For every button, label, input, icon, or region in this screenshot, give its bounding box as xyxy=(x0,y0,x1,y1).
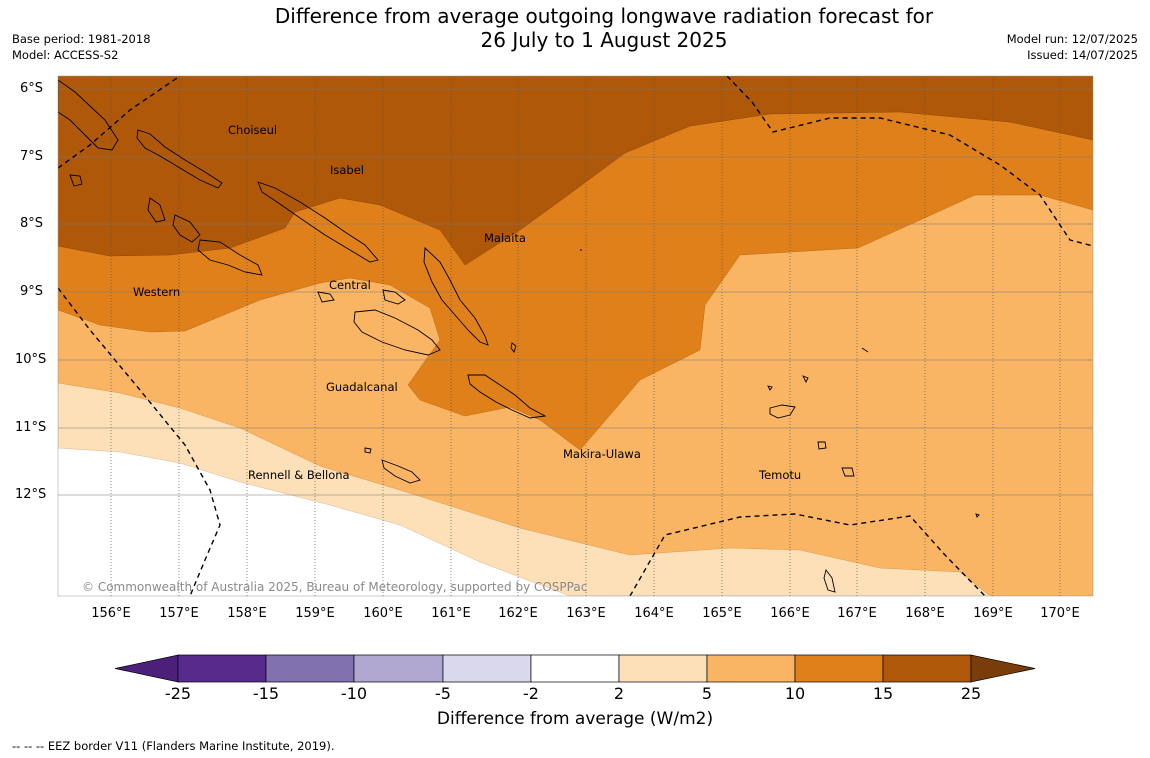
colorbar-tick-2: 2 xyxy=(613,684,625,703)
lon-label-170e: 170°E xyxy=(1040,606,1080,621)
colorbar-seg-6 xyxy=(618,654,708,683)
base-period: Base period: 1981-2018 xyxy=(12,32,151,46)
colorbar-seg-5 xyxy=(530,654,620,683)
eez-legend-note: -- -- -- EEZ border V11 (Flanders Marine… xyxy=(12,739,335,753)
region-label-temotu: Temotu xyxy=(759,468,802,482)
island-utupua xyxy=(817,441,827,450)
eez-south-east xyxy=(629,513,986,596)
region-label-malaita: Malaita xyxy=(484,231,526,245)
lon-label-161e: 161°E xyxy=(431,606,471,621)
island-makira xyxy=(467,374,547,419)
lon-label-167e: 167°E xyxy=(837,606,877,621)
colorbar-seg-8 xyxy=(794,654,884,683)
lat-label-11s: 11°S xyxy=(15,420,47,435)
meta-right: Model run: 12/07/2025 Issued: 14/07/2025 xyxy=(1007,31,1138,63)
issued-date: Issued: 14/07/2025 xyxy=(1027,48,1138,62)
colorbar-seg-7 xyxy=(706,654,796,683)
lon-label-169e: 169°E xyxy=(973,606,1013,621)
island-anuta xyxy=(975,513,980,518)
island-sikaiana xyxy=(510,342,517,353)
lon-label-156e: 156°E xyxy=(91,606,131,621)
chart-title: Difference from average outgoing longwav… xyxy=(200,4,1008,52)
region-label-isabel: Isabel xyxy=(330,163,365,177)
island-isabel xyxy=(257,181,379,263)
region-label-western: Western xyxy=(133,285,181,299)
colorbar-tick-minus2: -2 xyxy=(523,684,539,703)
region-label-makira-ulawa: Makira-Ulawa xyxy=(563,447,641,461)
lon-label-168e: 168°E xyxy=(905,606,945,621)
title-line-2: 26 July to 1 August 2025 xyxy=(480,28,728,52)
colorbar-seg-2 xyxy=(265,654,355,683)
model-run: Model run: 12/07/2025 xyxy=(1006,32,1138,46)
island-santa-cruz xyxy=(769,404,796,419)
colorbar-seg-3 xyxy=(353,654,444,683)
model-name: Model: ACCESS-S2 xyxy=(12,48,119,62)
lon-label-163e: 163°E xyxy=(566,606,606,621)
region-label-guadalcanal: Guadalcanal xyxy=(326,380,398,394)
island-rennell xyxy=(381,459,421,484)
lon-label-158e: 158°E xyxy=(227,606,267,621)
map-area xyxy=(58,76,1093,596)
eez-north-west xyxy=(58,76,181,169)
copyright-notice: © Commonwealth of Australia 2025, Bureau… xyxy=(82,580,588,594)
island-choiseul xyxy=(136,129,223,189)
colorbar-tick-minus10: -10 xyxy=(340,684,368,703)
colorbar-tick-15: 15 xyxy=(872,684,894,703)
lon-label-164e: 164°E xyxy=(634,606,674,621)
lon-label-165e: 165°E xyxy=(702,606,742,621)
region-label-rennell-bellona: Rennell & Bellona xyxy=(248,468,350,482)
colorbar-tick-minus5: -5 xyxy=(435,684,451,703)
lat-label-7s: 7°S xyxy=(20,149,44,164)
meta-left: Base period: 1981-2018 Model: ACCESS-S2 xyxy=(12,31,151,63)
colorbar-seg-4 xyxy=(442,654,532,683)
island-shortland xyxy=(69,174,83,187)
lat-lines xyxy=(58,88,1093,496)
island-bougainville xyxy=(58,79,119,151)
colorbar-tick-10: 10 xyxy=(784,684,806,703)
island-new-georgia xyxy=(172,214,263,276)
colorbar-tick-5: 5 xyxy=(701,684,713,703)
colorbar-tick-minus15: -15 xyxy=(252,684,280,703)
island-florida xyxy=(317,289,406,305)
lat-label-9s: 9°S xyxy=(20,284,44,299)
island-outlines xyxy=(58,79,980,593)
island-vella xyxy=(147,197,166,223)
island-guadalcanal xyxy=(353,309,441,356)
lat-label-8s: 8°S xyxy=(20,216,44,231)
island-malaita xyxy=(423,247,489,346)
lat-label-10s: 10°S xyxy=(15,352,47,367)
title-line-1: Difference from average outgoing longwav… xyxy=(274,4,934,28)
colorbar-low-extend xyxy=(114,654,179,683)
lat-label-12s: 12°S xyxy=(15,487,47,502)
lon-label-160e: 160°E xyxy=(363,606,403,621)
colorbar-seg-9 xyxy=(882,654,972,683)
lon-label-157e: 157°E xyxy=(159,606,199,621)
lon-label-159e: 159°E xyxy=(295,606,335,621)
colorbar-high-extend xyxy=(970,654,1036,683)
island-duff xyxy=(861,347,869,353)
island-reef-islands xyxy=(767,375,809,391)
eez-south-west xyxy=(58,287,221,596)
island-tikopia xyxy=(823,568,836,593)
lon-label-162e: 162°E xyxy=(498,606,538,621)
eez-borders xyxy=(58,76,1093,596)
lat-label-6s: 6°S xyxy=(20,81,44,96)
band-15-25 xyxy=(58,76,1093,266)
lon-label-166e: 166°E xyxy=(770,606,810,621)
island-vanikoro xyxy=(841,467,855,477)
region-label-central: Central xyxy=(329,278,371,292)
colorbar xyxy=(114,654,1036,683)
island-bellona xyxy=(364,447,372,454)
eez-north-east xyxy=(726,76,1093,247)
colorbar-seg-1 xyxy=(177,654,267,683)
colorbar-tick-minus25: -25 xyxy=(164,684,192,703)
colorbar-label: Difference from average (W/m2) xyxy=(436,709,714,729)
colorbar-tick-25: 25 xyxy=(960,684,982,703)
region-label-choiseul: Choiseul xyxy=(228,123,278,137)
